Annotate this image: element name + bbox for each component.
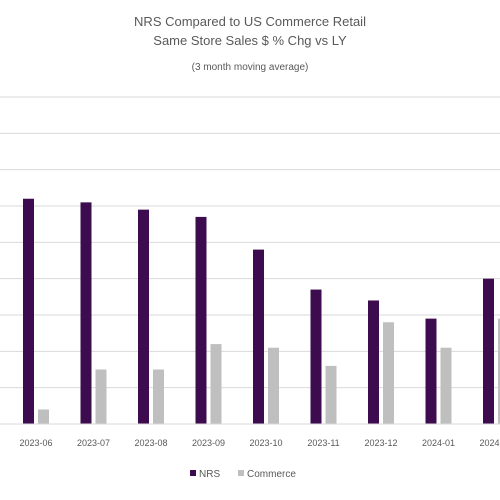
bar-commerce — [38, 409, 49, 424]
x-tick-label: 2023-08 — [134, 438, 167, 448]
x-tick-label: 2023-11 — [307, 438, 339, 448]
legend-label: Commerce — [247, 469, 296, 480]
bar-nrs — [483, 278, 494, 424]
x-tick-label: 2023-06 — [19, 438, 52, 448]
bar-commerce — [383, 322, 394, 424]
bar-commerce — [325, 365, 337, 424]
bar-nrs — [138, 209, 149, 424]
x-tick-label: 2024-01 — [422, 438, 455, 448]
bar-nrs — [253, 249, 264, 424]
bar-commerce — [210, 344, 222, 424]
bar-commerce — [268, 347, 279, 424]
chart-subtitle: Same Store Sales $ % Chg vs LY — [153, 33, 347, 48]
bar-commerce — [440, 347, 452, 424]
bar-nrs — [23, 198, 34, 424]
legend-label: NRS — [199, 469, 220, 480]
x-tick-label: 2024-02 — [479, 438, 500, 448]
bar-nrs — [368, 300, 379, 424]
bar-nrs — [195, 216, 207, 424]
x-tick-label: 2023-10 — [249, 438, 282, 448]
x-tick-label: 2023-07 — [77, 438, 110, 448]
legend-swatch — [238, 470, 244, 476]
bar-nrs — [80, 202, 92, 424]
x-tick-label: 2023-09 — [192, 438, 225, 448]
bar-nrs — [310, 289, 322, 424]
bar-commerce — [95, 369, 107, 424]
legend-swatch — [190, 470, 196, 476]
x-tick-label: 2023-12 — [364, 438, 397, 448]
bar-commerce — [153, 369, 164, 424]
chart-note: (3 month moving average) — [191, 62, 309, 73]
bar-nrs — [425, 318, 437, 424]
bar-commerce — [498, 318, 500, 424]
chart-title: NRS Compared to US Commerce Retail — [134, 14, 366, 29]
